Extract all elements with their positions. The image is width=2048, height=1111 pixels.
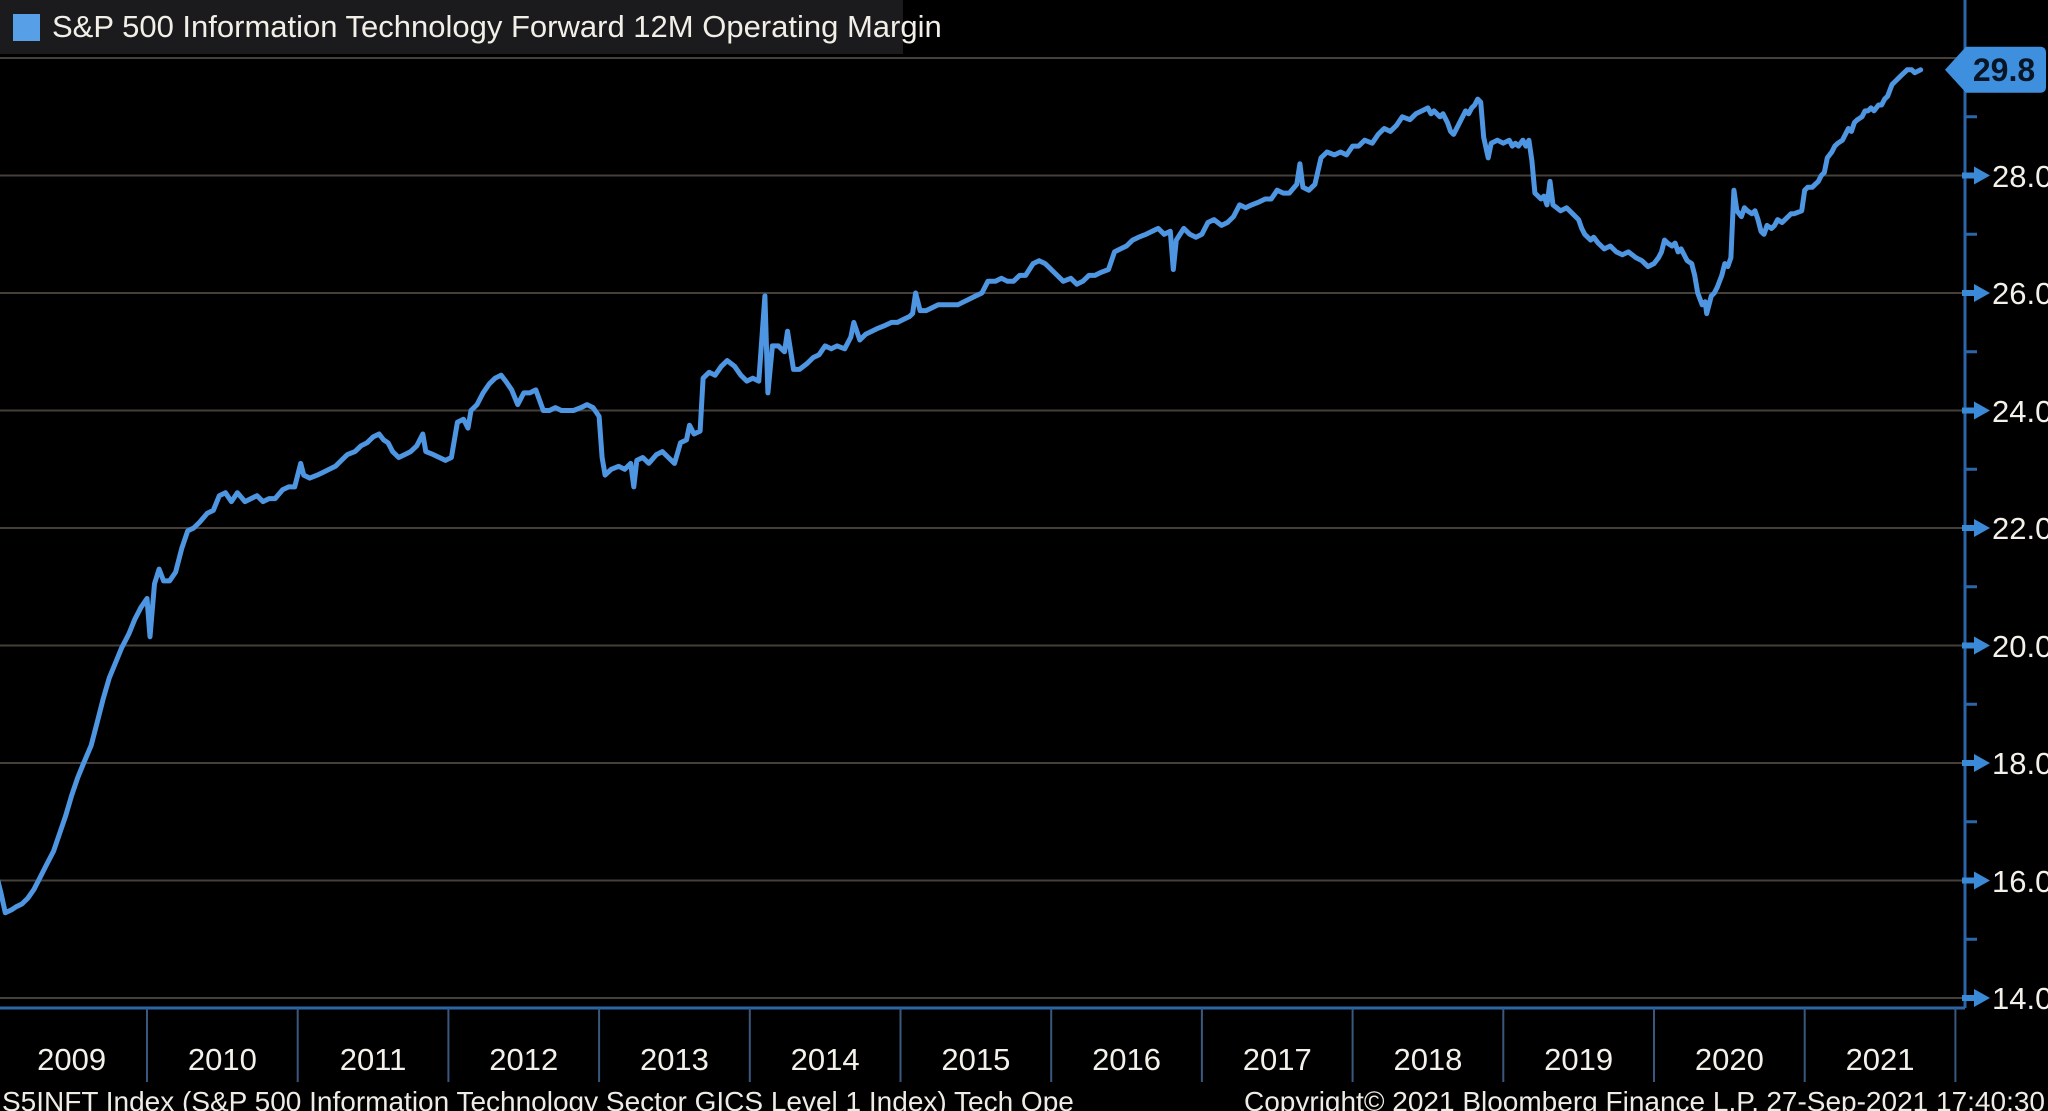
y-axis-label: 14.0	[1992, 981, 2048, 1016]
x-axis-year-label: 2021	[1845, 1042, 1915, 1077]
y-axis-label: 26.0	[1992, 276, 2048, 311]
x-axis-year-label: 2012	[489, 1042, 559, 1077]
gridlines	[0, 57, 1965, 999]
x-axis-year-label: 2010	[187, 1042, 257, 1077]
x-axis-year-label: 2018	[1393, 1042, 1463, 1077]
security-description: S5INFT Index (S&P 500 Information Techno…	[2, 1086, 1074, 1111]
x-axis-year-label: 2013	[639, 1042, 709, 1077]
y-tick-arrow-icon	[1962, 754, 1990, 772]
x-axis-year-label: 2011	[339, 1042, 407, 1077]
last-price-label: 29.8	[1972, 51, 2036, 88]
y-axis-label: 18.0	[1992, 746, 2048, 781]
y-axis-label: 20.0	[1992, 628, 2048, 664]
legend-swatch-icon	[13, 13, 40, 41]
x-axis-year-label: 2009	[37, 1042, 107, 1077]
y-tick-arrow-icon	[1962, 166, 1990, 185]
series-line	[0, 67, 1924, 916]
axes	[0, 0, 1967, 1082]
status-bar: S5INFT Index (S&P 500 Information Techno…	[0, 1086, 2048, 1111]
y-tick-arrow-icon	[1962, 636, 1990, 655]
x-axis-year-label: 2017	[1242, 1042, 1312, 1077]
y-tick-arrow-icon	[1962, 284, 1990, 302]
timestamp: 27-Sep-2021 17:40:30	[1766, 1086, 2045, 1111]
x-axis-year-label: 2019	[1544, 1042, 1614, 1077]
last-price-tag-shape	[1945, 46, 2046, 93]
axis-ticks	[1962, 115, 1990, 1007]
y-axis-label: 24.0	[1992, 393, 2048, 429]
y-tick-arrow-icon	[1962, 519, 1990, 537]
copyright-notice: Copyright© 2021 Bloomberg Finance L.P.	[1244, 1086, 1760, 1111]
x-axis-year-label: 2020	[1694, 1042, 1764, 1077]
y-tick-arrow-icon	[1962, 871, 1990, 890]
x-axis-year-label: 2015	[941, 1042, 1011, 1077]
x-axis-year-label: 2016	[1092, 1042, 1162, 1077]
y-axis-label: 16.0	[1992, 863, 2048, 899]
legend: S&P 500 Information Technology Forward 1…	[0, 0, 942, 54]
last-price-tag	[1945, 46, 2046, 93]
y-tick-arrow-icon	[1962, 401, 1990, 420]
y-axis-label: 22.0	[1992, 511, 2048, 546]
x-axis-year-label: 2014	[790, 1042, 860, 1077]
legend-label: S&P 500 Information Technology Forward 1…	[52, 9, 942, 44]
series-layer	[0, 67, 1924, 916]
y-axis-label: 28.0	[1992, 158, 2048, 194]
y-tick-arrow-icon	[1962, 989, 1990, 1007]
